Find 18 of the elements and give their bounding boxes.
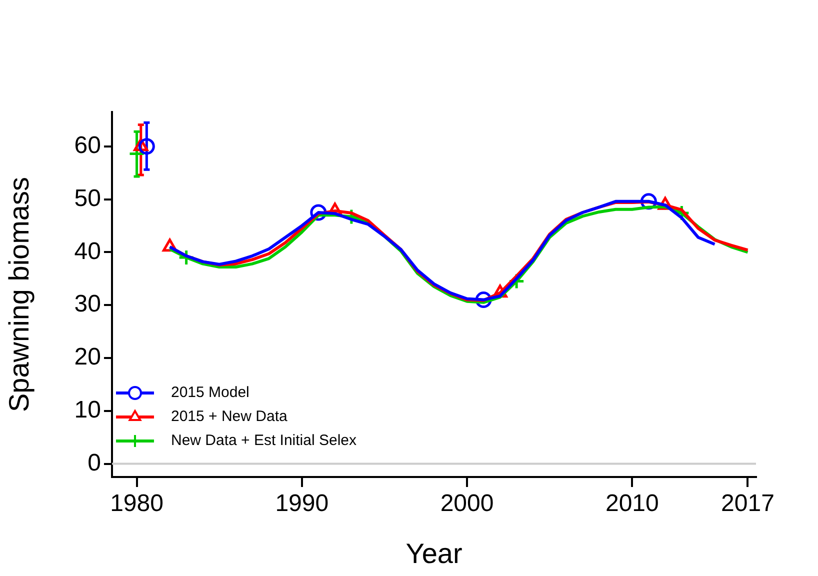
x-tick-label: 1990 (275, 490, 329, 518)
y-tick-label: 20 (74, 344, 101, 371)
y-axis-title: Spawning biomass (4, 176, 35, 412)
x-axis-title: Year (406, 538, 462, 569)
legend-label: 2015 + New Data (171, 408, 288, 426)
x-tick-label: 1980 (110, 490, 164, 518)
x-tick-label: 2017 (721, 490, 774, 518)
y-tick-label: 0 (88, 449, 101, 476)
y-tick-label: 40 (74, 238, 101, 265)
x-tick-label: 2000 (440, 490, 494, 518)
y-tick-label: 50 (74, 184, 101, 212)
legend-label: New Data + Est Initial Selex (171, 432, 357, 450)
y-tick-label: 30 (74, 290, 101, 318)
legend-label: 2015 Model (171, 384, 250, 402)
y-tick-label: 10 (74, 396, 101, 424)
point (138, 138, 155, 155)
y-tick-label: 60 (74, 132, 101, 160)
x-tick-label: 2010 (605, 490, 659, 518)
